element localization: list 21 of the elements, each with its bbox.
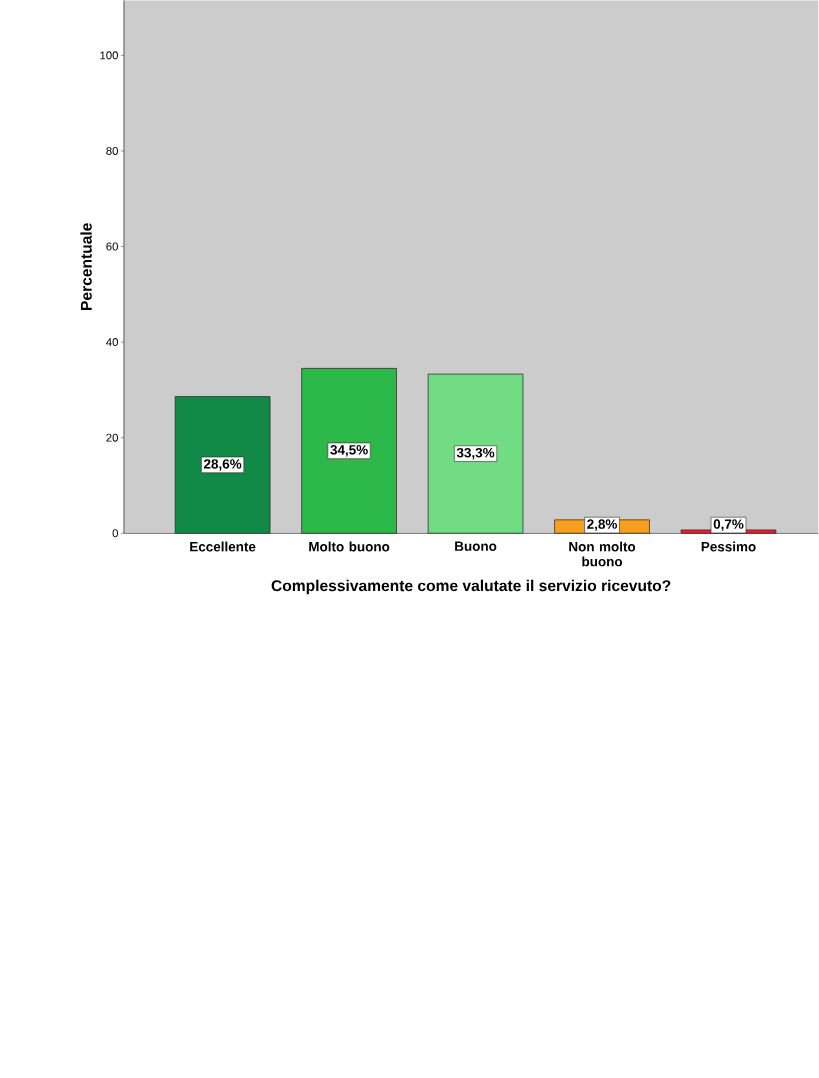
x-tick-label: Molto buono	[309, 541, 390, 552]
y-tick-label: 0	[112, 529, 119, 538]
y-tick-label: 20	[106, 433, 119, 442]
bar	[301, 368, 397, 534]
x-tick-label: Eccellente	[190, 541, 256, 552]
y-tick-label: 60	[106, 242, 119, 251]
y-axis-title: Percentuale	[80, 223, 92, 310]
bar	[174, 396, 271, 534]
data-label: 33,3%	[456, 447, 495, 460]
y-tick-label: 100	[100, 51, 119, 60]
y-tick-label: 40	[106, 338, 119, 347]
x-tick-label: Pessimo	[701, 541, 756, 552]
y-tick-label: 80	[106, 146, 119, 155]
data-label: 34,5%	[330, 445, 368, 457]
data-label: 2,8%	[587, 519, 618, 531]
bar	[427, 373, 524, 534]
data-label: 0,7%	[713, 519, 744, 531]
x-axis-title: Complessivamente come valutate il servizio ricevuto?	[271, 579, 671, 595]
x-tick-label: Non molto buono	[569, 541, 636, 567]
data-label: 28,6%	[204, 459, 242, 471]
x-tick-label: Buono	[455, 541, 497, 551]
